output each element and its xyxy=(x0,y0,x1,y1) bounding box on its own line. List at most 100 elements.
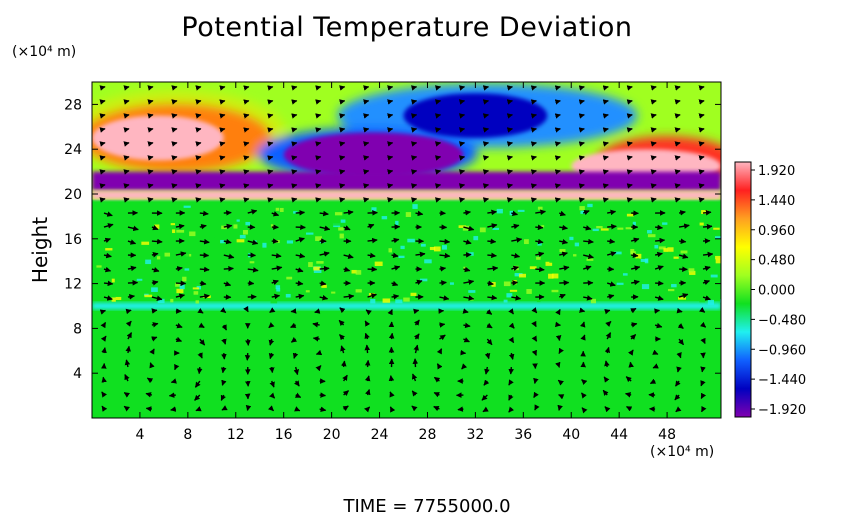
wind-vector xyxy=(654,295,664,301)
field-speck xyxy=(395,220,399,226)
field-speck xyxy=(399,260,408,265)
field-speck xyxy=(387,264,392,268)
wind-vector xyxy=(487,280,494,286)
field-speck xyxy=(236,278,245,283)
wind-vector xyxy=(151,308,158,314)
field-speck xyxy=(151,287,158,292)
field-speck xyxy=(101,287,107,293)
field-speck xyxy=(699,222,704,226)
x-tick-label: 40 xyxy=(562,427,580,443)
wind-vector xyxy=(655,280,664,287)
field-speck xyxy=(652,234,659,239)
wind-vector xyxy=(487,252,497,259)
wind-vector xyxy=(508,322,515,329)
wind-vector xyxy=(319,225,331,232)
wind-vector xyxy=(487,294,498,301)
wind-vector xyxy=(343,209,354,216)
x-axis: 4 8 12 16 20 24 28 32 36 40 44 48 xyxy=(135,82,676,443)
field-speck xyxy=(683,285,688,288)
field-speck xyxy=(496,208,503,214)
field-speck xyxy=(600,228,609,231)
wind-vector xyxy=(391,293,400,300)
wind-vector xyxy=(654,265,664,271)
y-axis-unit-label: (×10⁴ m) xyxy=(12,44,77,60)
wind-vector xyxy=(508,379,514,386)
wind-vector xyxy=(628,361,634,368)
field-speck xyxy=(540,257,544,263)
field-speck xyxy=(617,227,624,230)
y-tick-label: 12 xyxy=(64,277,82,293)
field-speck xyxy=(267,266,275,271)
field-speck xyxy=(549,260,555,263)
field-speck xyxy=(468,290,476,293)
colorbar-label: 0.480 xyxy=(758,254,795,269)
chart-title: Potential Temperature Deviation xyxy=(181,12,633,43)
wind-vector xyxy=(151,224,159,231)
wind-vector xyxy=(103,252,112,259)
wind-vector xyxy=(652,349,659,355)
wind-vector xyxy=(463,322,471,329)
wind-vector xyxy=(221,338,227,345)
wind-vector xyxy=(486,338,493,346)
field-speck xyxy=(673,256,679,259)
field-speck xyxy=(449,282,454,285)
wind-vector xyxy=(364,359,371,368)
wind-vector xyxy=(199,280,207,286)
field-speck xyxy=(625,227,634,230)
field-speck xyxy=(524,239,529,245)
wind-vector xyxy=(602,389,609,396)
field-speck xyxy=(715,255,721,260)
wind-vector xyxy=(463,239,472,245)
field-speck xyxy=(157,260,163,264)
wind-vector xyxy=(127,294,135,300)
field-speck xyxy=(707,299,714,305)
wind-vector xyxy=(295,253,306,259)
wind-vector xyxy=(145,406,152,412)
wind-vector xyxy=(463,209,471,216)
y-tick-label: 24 xyxy=(64,142,82,158)
field-speck xyxy=(679,226,686,230)
colorbar-label: 0.960 xyxy=(758,224,795,239)
field-speck xyxy=(592,228,599,232)
wind-vector xyxy=(604,308,611,315)
field-speck xyxy=(402,295,409,298)
wind-vector xyxy=(365,309,372,316)
wind-vector xyxy=(463,295,475,301)
wind-vector xyxy=(389,406,396,413)
wind-vector xyxy=(655,224,663,231)
field-speck xyxy=(680,250,688,254)
wind-vector xyxy=(127,239,137,245)
wind-vector xyxy=(271,252,282,259)
field-speck xyxy=(537,206,543,210)
wind-vector xyxy=(702,295,711,301)
wind-vector xyxy=(223,265,234,272)
field-speck xyxy=(689,270,696,275)
field-speck xyxy=(559,249,566,253)
field-speck xyxy=(685,291,689,295)
wind-vector xyxy=(199,293,210,300)
wind-vector xyxy=(319,210,329,217)
field-speck xyxy=(494,274,498,279)
field-speck xyxy=(233,224,238,229)
field-speck xyxy=(270,300,278,304)
wind-vector xyxy=(508,352,515,360)
wind-vector xyxy=(175,266,183,272)
y-tick-label: 4 xyxy=(73,366,82,382)
wind-vector xyxy=(312,336,320,342)
wind-vector xyxy=(294,392,302,398)
field-speck xyxy=(596,226,603,229)
field-speck xyxy=(667,288,675,292)
field-speck xyxy=(697,290,705,296)
field-speck xyxy=(548,273,554,279)
wind-vector xyxy=(123,391,131,398)
wind-vector xyxy=(269,307,276,314)
field-speck xyxy=(179,227,183,230)
field-speck xyxy=(275,207,280,211)
wind-vector xyxy=(630,265,641,271)
plot-frame xyxy=(91,81,722,419)
field-speck xyxy=(687,222,691,225)
field-speck xyxy=(514,273,523,277)
wind-vector xyxy=(630,237,640,243)
wind-vector xyxy=(220,307,227,314)
field-speck xyxy=(688,268,695,273)
